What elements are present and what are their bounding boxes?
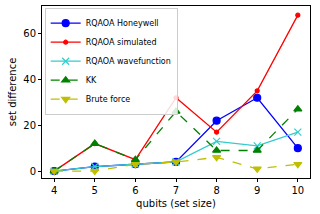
svg-text:7: 7 [173, 185, 179, 196]
svg-text:4: 4 [51, 185, 57, 196]
svg-text:set difference: set difference [7, 58, 18, 127]
svg-text:5: 5 [92, 185, 98, 196]
svg-text:RQAOA wavefunction: RQAOA wavefunction [86, 57, 171, 66]
svg-text:RQAOA simulated: RQAOA simulated [86, 38, 157, 47]
svg-text:20: 20 [23, 120, 36, 131]
svg-text:RQAOA Honeywell: RQAOA Honeywell [86, 19, 159, 28]
svg-text:Brute force: Brute force [86, 95, 131, 104]
svg-text:0: 0 [30, 166, 36, 177]
svg-text:60: 60 [23, 28, 36, 39]
svg-text:9: 9 [254, 185, 260, 196]
svg-text:10: 10 [291, 185, 304, 196]
svg-text:KK: KK [86, 76, 97, 85]
svg-text:8: 8 [213, 185, 219, 196]
svg-text:40: 40 [23, 74, 36, 85]
svg-text:6: 6 [132, 185, 138, 196]
svg-text:qubits (set size): qubits (set size) [136, 198, 216, 209]
